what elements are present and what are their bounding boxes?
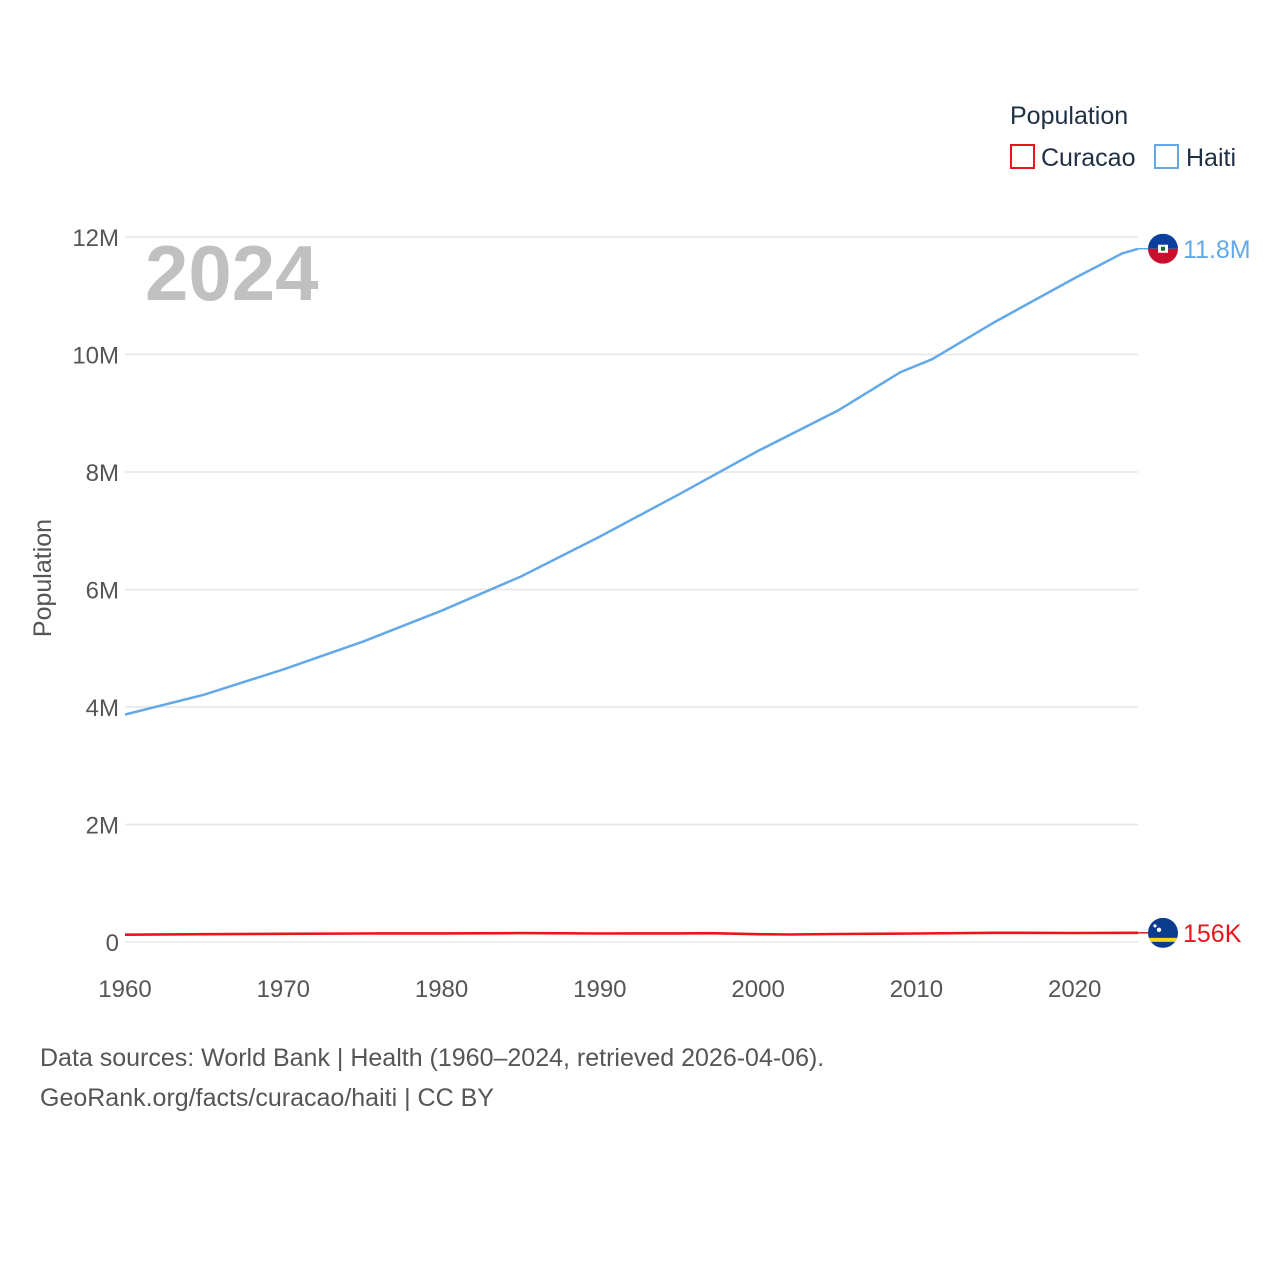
current-year-label: 2024 [145,229,319,317]
series-line-haiti[interactable] [124,247,1139,716]
series-layer: 156K 11.8M [124,233,1251,948]
y-tick-label: 10M [72,343,119,370]
legend-swatch-haiti [1154,144,1179,169]
x-tick-label: 2020 [1048,976,1101,1003]
legend-item-haiti[interactable]: Haiti [1154,144,1236,172]
y-axis-ticks: 0 2M 4M 6M 8M 10M 12M [72,225,119,957]
legend-label-curacao: Curacao [1041,144,1136,172]
y-tick-label: 12M [72,225,119,252]
y-tick-label: 6M [86,578,119,605]
end-value-label-haiti: 11.8M [1183,236,1251,264]
x-tick-label: 2010 [890,976,943,1003]
end-value-label-curacao: 156K [1183,920,1242,948]
curacao-flag-icon [1148,917,1178,948]
footer-sources: Data sources: World Bank | Health (1960–… [40,1044,825,1072]
x-tick-label: 1980 [415,976,468,1003]
y-tick-label: 4M [86,695,119,722]
footer-link[interactable]: GeoRank.org/facts/curacao/haiti | CC BY [40,1084,494,1112]
legend-item-curacao[interactable]: Curacao [1010,144,1136,172]
grid-layer [125,236,1138,943]
y-tick-label: 2M [86,813,119,840]
legend-label-haiti: Haiti [1186,144,1236,172]
x-axis-ticks: 1960 1970 1980 1990 2000 2010 2020 [98,976,1101,1003]
x-tick-label: 2000 [731,976,784,1003]
haiti-flag-icon [1148,233,1178,264]
legend: Population Curacao Haiti [1010,102,1236,172]
x-tick-label: 1960 [98,976,151,1003]
y-axis-label: Population [29,519,57,637]
x-tick-label: 1990 [573,976,626,1003]
series-line-curacao[interactable] [124,931,1139,936]
y-tick-label: 8M [86,460,119,487]
y-tick-label: 0 [106,930,119,957]
x-tick-label: 1970 [257,976,310,1003]
legend-swatch-curacao [1010,144,1035,169]
legend-title: Population [1010,102,1128,130]
